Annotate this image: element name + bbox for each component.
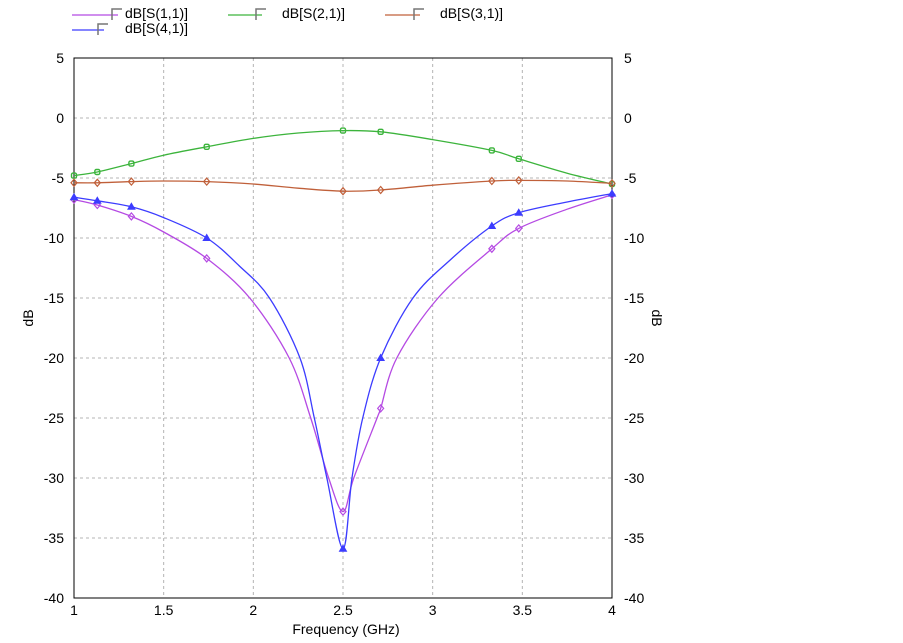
data-marker [203,143,210,151]
legend-label: dB[S(2,1)] [282,5,345,21]
series-db-s-2-1- [70,127,616,188]
series-group [69,127,617,552]
data-marker [488,176,496,186]
data-marker [202,253,211,263]
data-marker [93,178,102,188]
data-marker [339,127,347,134]
y-tick-label-left: -35 [44,530,64,546]
series-db-s-4-1- [69,189,617,552]
x-tick-label: 2.5 [333,602,353,618]
data-marker [338,544,348,552]
y-tick-label-right: -5 [624,170,637,186]
legend-label: dB[S(4,1)] [125,20,188,36]
data-marker [376,185,385,195]
data-marker [70,178,78,188]
y-tick-label-right: -25 [624,410,644,426]
data-marker [127,202,136,210]
series-line [73,192,613,550]
y-tick-label-left: -20 [44,350,64,366]
legend-checkbox [111,8,122,20]
legend-checkbox [255,8,266,20]
legend-item: dB[S(2,1)] [228,5,345,21]
data-marker [488,244,496,254]
data-marker [514,223,523,233]
data-marker [376,403,385,413]
legend-label: dB[S(1,1)] [125,5,188,21]
y-tick-label-right: -30 [624,470,644,486]
data-marker [377,128,384,136]
y-tick-label-right: -10 [624,230,644,246]
y-tick-label-right: 0 [624,110,632,126]
y-tick-label-right: -15 [624,290,644,306]
x-tick-label: 1.5 [154,602,174,618]
y-tick-label-left: 0 [56,110,64,126]
y-axis-right: 5 0 -5 -10 -15 -20 -25 -30 -35 -40 [624,50,644,606]
data-marker [607,189,617,197]
x-tick-label: 3 [429,602,437,618]
x-tick-label: 2 [249,602,257,618]
legend-item: dB[S(3,1)] [385,5,503,21]
y-tick-label-right: -40 [624,590,644,606]
data-marker [515,155,522,163]
series-line [73,194,613,513]
data-marker [127,177,136,187]
y-tick-label-left: -30 [44,470,64,486]
data-marker [376,353,386,361]
data-marker [93,200,102,210]
x-tick-label: 1 [70,602,78,618]
data-marker [202,233,212,241]
data-marker [70,172,78,179]
data-marker [488,147,496,154]
legend-item: dB[S(1,1)] [72,5,188,21]
data-marker [608,178,616,188]
data-marker [514,208,524,216]
legend-checkbox [413,8,424,20]
series-db-s-1-1- [70,190,616,517]
x-tick-label: 3.5 [513,602,533,618]
plot-frame [73,57,613,599]
y-tick-label-left: -40 [44,590,64,606]
data-marker [339,507,347,517]
data-marker [487,221,497,229]
x-tick-label: 4 [608,602,616,618]
y-tick-label-right: -20 [624,350,644,366]
legend-checkbox [97,23,108,35]
y-tick-label-left: -25 [44,410,64,426]
y-tick-label-left: 5 [56,50,64,66]
legend-item: dB[S(4,1)] [72,20,188,36]
y-tick-label-left: -5 [52,170,65,186]
data-marker [92,196,102,204]
legend-label: dB[S(3,1)] [440,5,503,21]
grid [74,58,612,598]
y-axis-label-right: dB [649,309,665,326]
x-axis-label: Frequency (GHz) [292,621,399,637]
y-tick-label-left: -10 [44,230,64,246]
legend: dB[S(1,1)] dB[S(2,1)] dB[S(3,1)] dB[S(4,1)] [72,5,503,36]
y-axis-label-left: dB [20,309,36,326]
data-marker [514,175,523,185]
data-marker [94,168,101,176]
data-marker [202,177,211,187]
data-marker [69,192,79,201]
data-marker [339,186,347,196]
series-db-s-3-1- [70,175,616,196]
x-axis: 1 1.5 2 2.5 3 3.5 4 [70,602,616,618]
y-tick-label-right: -35 [624,530,644,546]
data-marker [128,160,135,167]
y-tick-label-left: -15 [44,290,64,306]
y-axis-left: 5 0 -5 -10 -15 -20 -25 -30 -35 -40 [44,50,64,606]
y-tick-label-right: 5 [624,50,632,66]
data-marker [127,211,136,221]
